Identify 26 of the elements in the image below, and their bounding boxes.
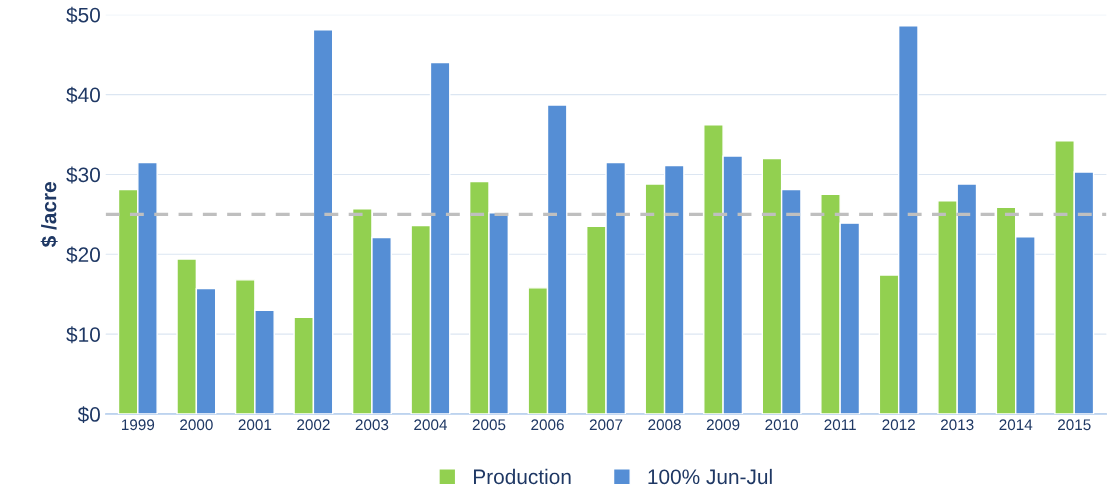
legend-label: 100% Jun-Jul	[648, 468, 772, 485]
x-tick-label: 2013	[940, 419, 974, 431]
x-tick-label: 2003	[355, 419, 389, 431]
x-tick-label: 2011	[824, 419, 856, 431]
x-tick-label: 2006	[531, 419, 564, 431]
y-tick-label: $30	[66, 166, 100, 184]
x-tick-label: 2010	[765, 419, 799, 431]
y-tick-label: $0	[77, 406, 100, 424]
x-tick-label: 2009	[706, 419, 740, 431]
x-tick-label: 2015	[1058, 419, 1091, 431]
y-axis-title: $ /acre	[40, 182, 58, 248]
x-tick-label: 2000	[180, 419, 213, 431]
x-tick-label: 2005	[472, 419, 506, 431]
y-tick-label: $20	[66, 246, 100, 264]
y-tick-label: $40	[66, 86, 100, 104]
x-tick-label: 2001	[238, 419, 272, 431]
x-tick-label: 1999	[122, 419, 155, 431]
y-tick-label: $50	[66, 6, 100, 24]
x-tick-label: 2007	[589, 419, 623, 431]
x-tick-label: 2008	[648, 419, 681, 431]
x-tick-label: 2002	[297, 419, 330, 431]
x-tick-label: 2012	[882, 419, 915, 431]
y-tick-label: $10	[66, 326, 100, 344]
x-tick-label: 2014	[999, 419, 1033, 431]
x-tick-label: 2004	[414, 419, 448, 431]
legend-label: Production	[474, 468, 571, 485]
